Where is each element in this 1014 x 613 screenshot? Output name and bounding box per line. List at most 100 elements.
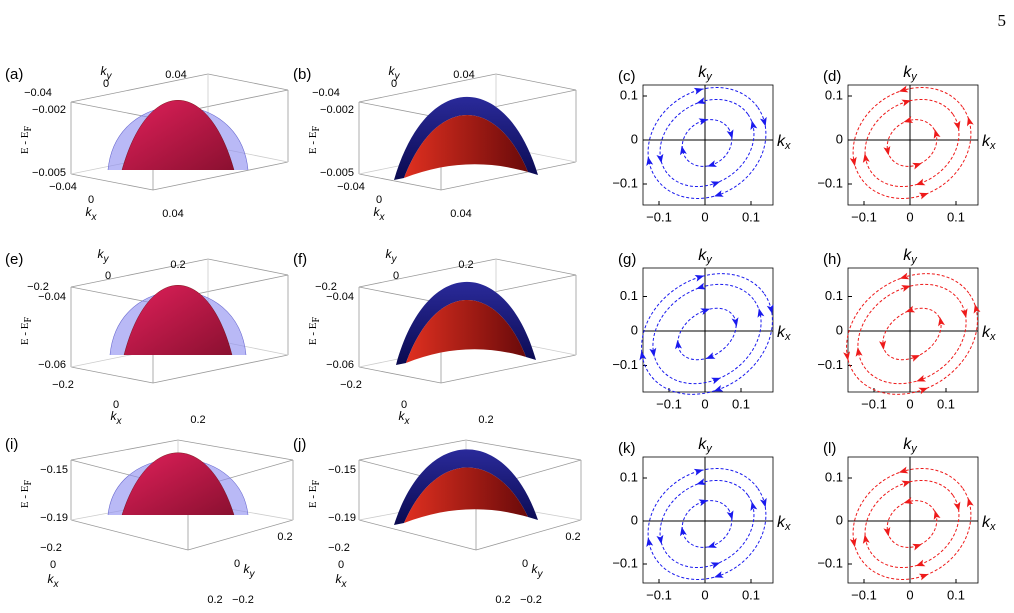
arrow [916,374,927,382]
x-axis-label-main: k [374,205,381,219]
arrow [714,190,724,197]
z-tick-label: −0.15 [328,464,356,476]
x-tick-label: 0.2 [207,594,222,606]
y-axis-label-main: k [532,562,539,576]
y-tick-label: −0.2 [232,594,254,606]
x-tick-label: 0.2 [190,414,205,426]
y-axis-label: ky [903,436,918,455]
outer-surface [394,96,538,180]
y-tick-label: 0.2 [565,531,580,543]
x-axis-label-main: k [982,133,991,150]
panel-label: (i) [5,436,18,453]
y-axis-label: ky [903,64,918,83]
arrow [849,537,857,548]
contour-panel [847,456,979,584]
outer-surface [396,281,536,365]
y-tick-label: 0.04 [165,69,186,81]
y-tick-label: 0 [631,512,638,527]
x-tick-label: 0.2 [478,414,493,426]
y-axis-label: ky [532,562,544,579]
arrow [879,340,887,350]
box-edge [495,258,577,276]
x-axis-label-sub: x [784,521,791,533]
z-axis-label: E - EF [19,479,35,508]
x-tick-label: 0 [401,399,407,411]
arrow [705,352,716,359]
contour-curve [677,307,737,361]
z-tick-label: −0.19 [40,512,68,524]
contour-curve [681,500,733,548]
arrow [726,129,734,139]
outer-surface [394,449,538,525]
y-tick-label: −0.2 [520,594,542,606]
y-tick-label: −0.1 [817,357,843,372]
arrow [905,305,916,313]
x-axis-label-sub: x [379,212,386,223]
x-axis-label: kx [86,205,98,222]
arrow [883,146,891,156]
z-tick-label: −0.04 [326,291,354,303]
x-tick-label: 0 [338,559,344,571]
box-edge [177,439,294,461]
y-axis-label-main: k [244,562,251,576]
x-axis-label: kx [982,133,996,152]
arrow [966,116,974,127]
x-axis-label-main: k [399,409,406,423]
arrow [855,347,863,357]
arrow [759,116,767,127]
y-axis-label-sub: y [910,254,918,266]
arrow [646,537,654,547]
surface-panel [358,73,577,191]
z-axis-label: E - EF [307,479,323,508]
arrow [639,350,647,361]
z-axis-label-sub: F [23,316,34,322]
x-axis-label: kx [399,409,411,426]
arrow [843,351,851,361]
z-axis-label-main: E - E [19,322,31,345]
contour-curve [846,273,978,395]
y-tick-label: 0.1 [620,288,638,303]
y-tick-label: 0 [103,78,109,90]
y-axis-label: ky [98,247,110,264]
page-number: 5 [998,11,1007,30]
arrow [953,501,961,512]
x-tick-label: −0.2 [340,379,362,391]
y-tick-label: −0.1 [612,357,638,372]
arrow [903,116,914,123]
arrow [714,571,724,578]
x-tick-label: 0 [88,194,94,206]
panel-label: (g) [618,251,636,268]
box-edge [358,258,497,288]
y-axis-label-main: k [389,64,396,78]
y-tick-label: 0 [105,270,111,282]
x-axis-label-main: k [777,514,786,531]
x-tick-label: −0.1 [646,587,672,602]
box-edge [70,366,154,384]
x-axis-label-sub: x [989,140,996,152]
x-axis-label-sub: x [989,331,996,343]
panel-label: (d) [823,68,841,85]
y-axis-label: ky [389,64,401,81]
box-edge [70,258,209,288]
arrow [646,156,654,166]
box-edge [440,354,577,384]
arrow [901,480,912,488]
arrow [698,118,709,126]
x-tick-label: 0 [701,396,708,411]
box-edge [475,519,582,551]
surface-panel [358,439,582,551]
x-tick-label: −0.2 [40,542,62,554]
surface-panel [70,439,294,551]
y-axis-label: ky [698,436,713,455]
arrow [693,468,704,476]
x-axis-label: kx [777,324,791,343]
arrow [696,282,706,290]
x-axis-label: kx [982,514,996,533]
x-axis-label-main: k [48,572,55,586]
arrow [700,308,710,316]
y-tick-label: 0.04 [453,69,474,81]
arrow [726,510,734,520]
contour-curve [659,98,755,188]
x-axis-label-sub: x [784,331,791,343]
x-tick-label: 0.1 [947,209,965,224]
